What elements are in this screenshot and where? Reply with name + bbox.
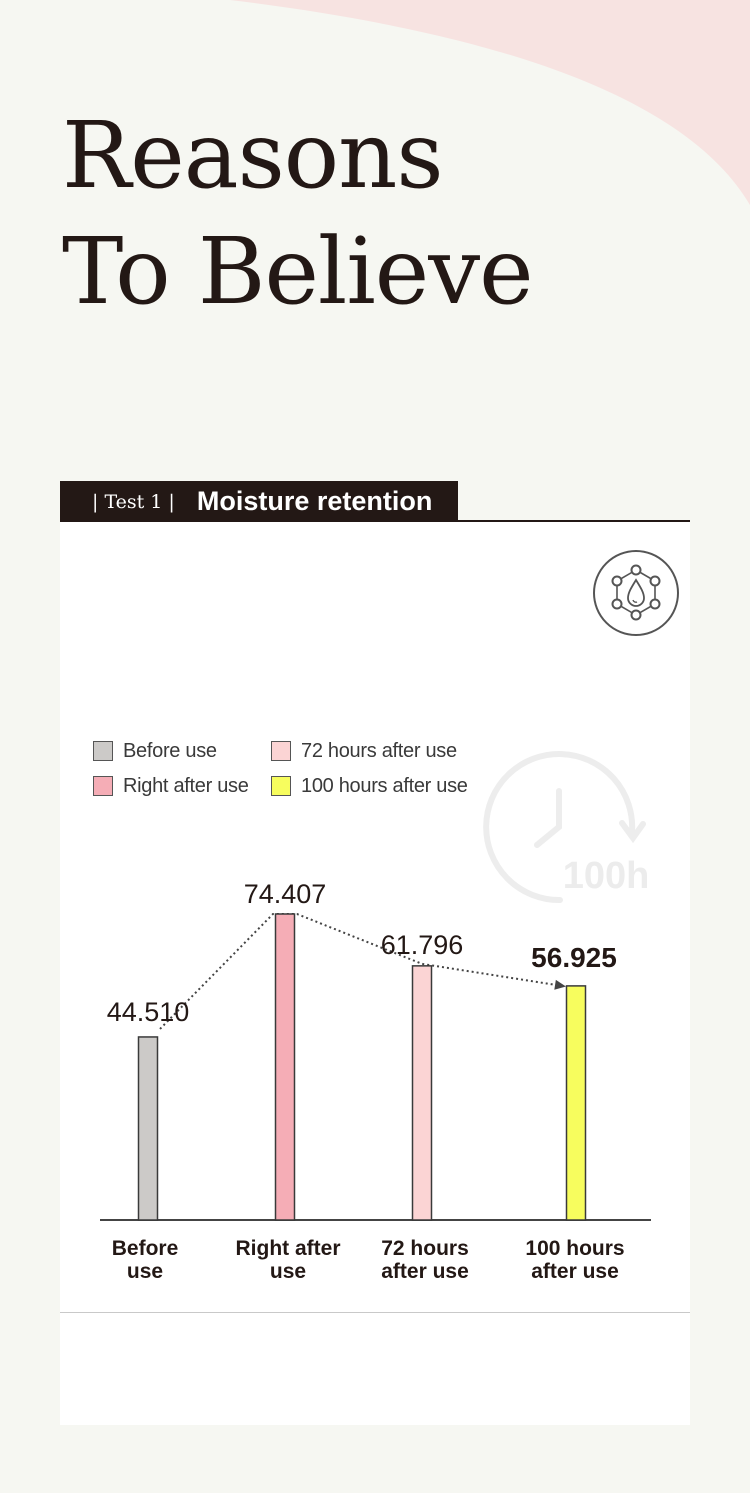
- bar-0: [137, 1036, 159, 1221]
- value-label: 44.510: [107, 997, 190, 1027]
- x-tick-label: Before use: [111, 1237, 179, 1283]
- trend-dotted-line: [159, 913, 563, 1030]
- legend-label: Right after use: [123, 774, 249, 797]
- card-divider: [60, 1312, 690, 1313]
- bar-2: [411, 965, 433, 1221]
- legend-swatch-100-hours: [271, 776, 291, 796]
- value-label: 61.796: [381, 930, 464, 960]
- legend-item-100-hours: 100 hours after use: [271, 773, 468, 799]
- x-tick-label: 72 hours after use: [381, 1237, 469, 1283]
- value-label: 56.925: [531, 942, 617, 973]
- legend-swatch-before-use: [93, 741, 113, 761]
- legend-item-72-hours: 72 hours after use: [271, 738, 457, 764]
- value-label: 74.407: [244, 879, 327, 909]
- title-line-1: Reasons: [62, 102, 444, 209]
- legend-item-before-use: Before use: [93, 738, 217, 764]
- x-tick-label: Right after use: [235, 1237, 341, 1283]
- trend-arrowhead: [554, 979, 566, 990]
- x-tick-label: 100 hours after use: [525, 1237, 625, 1283]
- bars-group: [137, 913, 587, 1221]
- title-line-2: To Believe: [62, 218, 534, 325]
- test-number-tag: | Test 1 |: [92, 490, 175, 513]
- legend-label: 100 hours after use: [301, 774, 468, 797]
- legend-swatch-right-after-use: [93, 776, 113, 796]
- legend-swatch-72-hours: [271, 741, 291, 761]
- value-labels-group: 44.510 74.407 61.796 56.925: [107, 879, 617, 1027]
- legend-label: Before use: [123, 739, 217, 762]
- chart-card: [60, 521, 690, 1425]
- page-title: Reasons To Believe: [62, 98, 534, 330]
- water-molecule-icon: [593, 550, 679, 636]
- bar-3: [565, 985, 587, 1221]
- clock-100h-icon: [483, 751, 646, 904]
- bar-1: [274, 913, 296, 1221]
- legend-label: 72 hours after use: [301, 739, 457, 762]
- clock-100h-label: 100h: [563, 855, 650, 897]
- section-tab: | Test 1 | Moisture retention: [60, 481, 458, 522]
- section-title: Moisture retention: [196, 486, 433, 516]
- legend-item-right-after-use: Right after use: [93, 773, 249, 799]
